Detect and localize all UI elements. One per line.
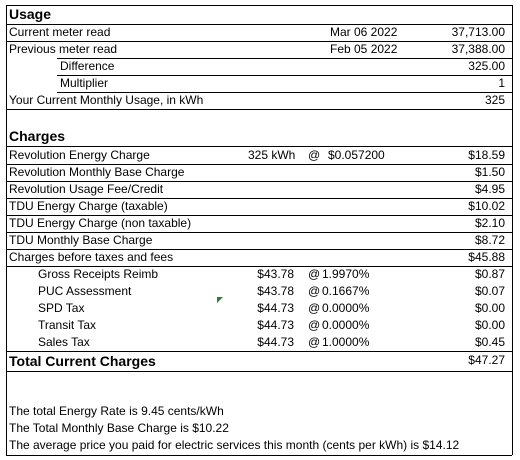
row-label: Previous meter read — [9, 42, 118, 56]
charge-label: Revolution Energy Charge — [9, 148, 150, 162]
tax-amount: $0.45 — [474, 335, 505, 349]
note: The average price you paid for electric … — [9, 438, 460, 452]
row-border — [6, 198, 512, 199]
row-border — [57, 75, 512, 76]
row-value: 37,388.00 — [451, 42, 505, 56]
total-amount: $47.27 — [468, 353, 505, 367]
tax-label: Gross Receipts Reimb — [38, 267, 159, 281]
row-label: Multiplier — [60, 76, 109, 90]
at-sign: @ — [308, 318, 321, 332]
tax-rate: 0.0000% — [322, 318, 370, 332]
charge-label: TDU Energy Charge (non taxable) — [9, 216, 192, 230]
tax-base: $44.73 — [257, 318, 294, 332]
row-border — [6, 249, 512, 250]
tax-rate: 0.1667% — [322, 284, 370, 298]
row-value: 37,713.00 — [451, 25, 505, 39]
row-label: Current meter read — [9, 25, 111, 39]
note: The Total Monthly Base Charge is $10.22 — [9, 421, 229, 435]
tax-label: PUC Assessment — [38, 284, 132, 298]
row-border — [6, 164, 512, 165]
row-value: 325 — [484, 93, 505, 107]
row-border — [6, 266, 512, 267]
charge-label: Revolution Monthly Base Charge — [9, 165, 185, 179]
row-border — [6, 181, 512, 182]
at-sign: @ — [308, 284, 321, 298]
column-border — [512, 5, 513, 455]
charge-amount: $10.02 — [468, 199, 505, 213]
tax-rate: 1.0000% — [322, 335, 370, 349]
charge-label: Revolution Usage Fee/Credit — [9, 182, 164, 196]
section-title: Usage — [9, 6, 52, 22]
at-sign: @ — [308, 335, 321, 349]
row-border — [6, 5, 512, 6]
row-border — [6, 455, 512, 456]
tax-amount: $0.07 — [474, 284, 505, 298]
total-label: Total Current Charges — [9, 353, 156, 369]
row-border — [6, 41, 512, 42]
charge-amount: $1.50 — [474, 165, 505, 179]
tax-amount: $0.00 — [474, 318, 505, 332]
row-border — [6, 232, 512, 233]
row-border — [6, 24, 512, 25]
row-border — [6, 146, 512, 147]
charge-amount: $4.95 — [474, 182, 505, 196]
at-sign: @ — [308, 148, 321, 162]
tax-label: SPD Tax — [38, 301, 85, 315]
tax-amount: $0.00 — [474, 301, 505, 315]
column-border — [6, 5, 7, 455]
tax-rate: 0.0000% — [322, 301, 370, 315]
charge-amount: $2.10 — [474, 216, 505, 230]
note: The total Energy Rate is 9.45 cents/kWh — [9, 404, 224, 418]
charge-quantity: 325 kWh — [248, 148, 296, 162]
row-value: 1 — [498, 76, 505, 90]
charge-label: Charges before taxes and fees — [9, 250, 174, 264]
tax-rate: 1.9970% — [322, 267, 370, 281]
at-sign: @ — [308, 301, 321, 315]
tax-label: Sales Tax — [38, 335, 90, 349]
row-border — [6, 351, 512, 352]
charge-rate: $0.057200 — [328, 148, 385, 162]
charge-amount: $18.59 — [468, 148, 505, 162]
row-label: Difference — [60, 59, 115, 73]
tax-base: $43.78 — [257, 267, 294, 281]
tax-base: $44.73 — [257, 335, 294, 349]
row-border — [6, 215, 512, 216]
tax-amount: $0.87 — [474, 267, 505, 281]
tax-label: Transit Tax — [38, 318, 97, 332]
tax-base: $43.78 — [257, 284, 294, 298]
row-value: 325.00 — [468, 59, 505, 73]
row-border — [6, 109, 512, 110]
section-title: Charges — [9, 128, 66, 144]
row-border — [6, 371, 512, 372]
charge-label: TDU Monthly Base Charge — [9, 233, 153, 247]
row-label: Your Current Monthly Usage, in kWh — [9, 93, 204, 107]
at-sign: @ — [308, 267, 321, 281]
meter-date: Feb 05 2022 — [330, 42, 398, 56]
row-border — [57, 58, 512, 59]
charge-amount: $45.88 — [468, 250, 505, 264]
charge-label: TDU Energy Charge (taxable) — [9, 199, 168, 213]
row-border — [57, 92, 512, 93]
tax-base: $44.73 — [257, 301, 294, 315]
comment-marker — [217, 297, 223, 303]
charge-amount: $8.72 — [474, 233, 505, 247]
meter-date: Mar 06 2022 — [330, 25, 398, 39]
